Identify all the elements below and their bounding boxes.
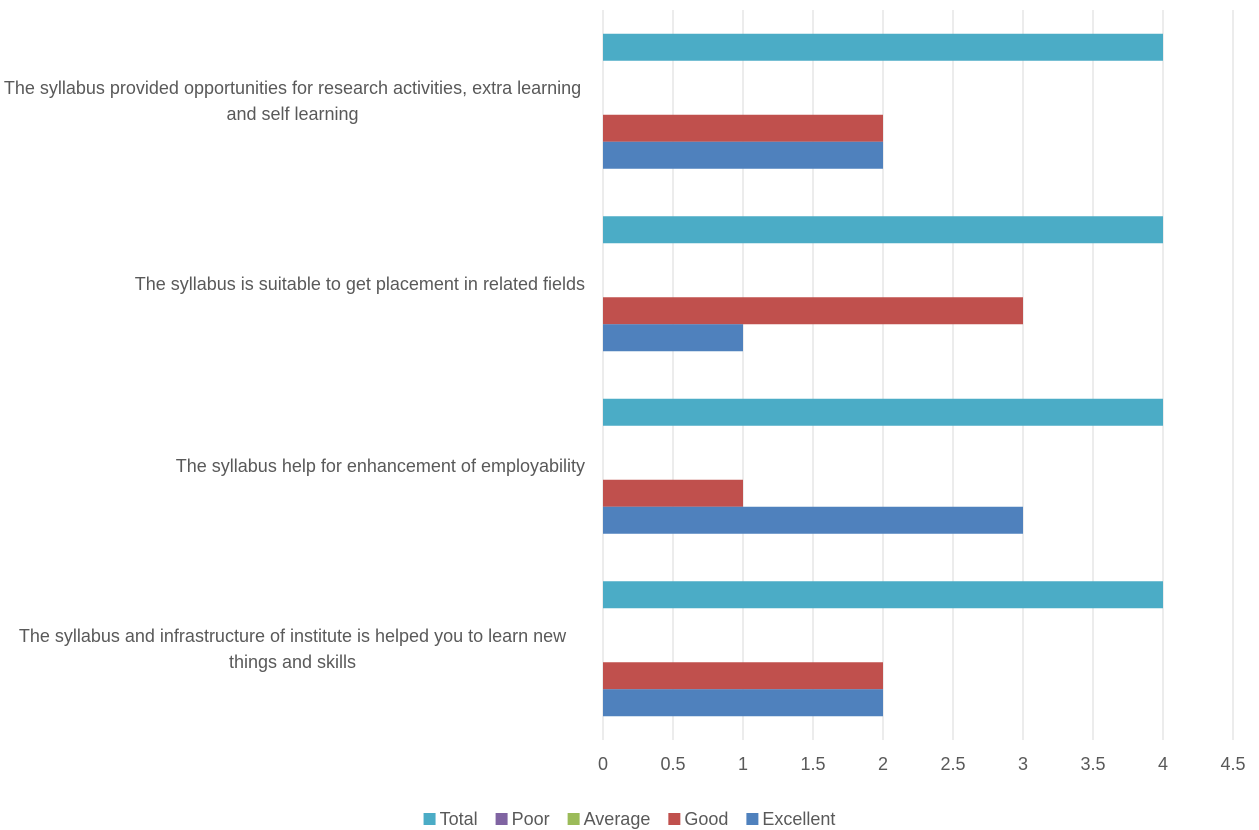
legend-swatch [746, 813, 759, 825]
bar [603, 141, 883, 169]
bar [603, 33, 1163, 61]
legend-label: Good [684, 809, 728, 829]
y-tick-label: The syllabus and infrastructure of insti… [18, 625, 567, 672]
legend-label: Excellent [762, 809, 835, 829]
x-tick-label: 1.5 [800, 754, 825, 774]
x-tick-label: 2.5 [940, 754, 965, 774]
y-tick-label: The syllabus help for enhancement of emp… [175, 456, 585, 477]
bar [603, 479, 743, 507]
bar [603, 581, 1163, 609]
bar [603, 398, 1163, 426]
x-tick-label: 3.5 [1080, 754, 1105, 774]
bar [603, 324, 743, 352]
x-tick-label: 4.5 [1220, 754, 1245, 774]
y-tick-label: The syllabus provided opportunities for … [3, 78, 582, 125]
x-tick-label: 2 [878, 754, 888, 774]
legend-swatch [423, 813, 436, 825]
legend-swatch [567, 813, 580, 825]
bar [603, 689, 883, 717]
x-tick-label: 0 [598, 754, 608, 774]
bar [603, 114, 883, 142]
bar [603, 297, 1023, 325]
bar [603, 216, 1163, 244]
bar [603, 662, 883, 690]
x-tick-label: 0.5 [660, 754, 685, 774]
bar [603, 506, 1023, 534]
x-tick-label: 1 [738, 754, 748, 774]
legend-swatch [668, 813, 681, 825]
legend-label: Average [584, 809, 651, 829]
legend-label: Total [440, 809, 478, 829]
x-tick-label: 4 [1158, 754, 1168, 774]
legend-swatch [495, 813, 508, 825]
legend-label: Poor [512, 809, 550, 829]
x-tick-label: 3 [1018, 754, 1028, 774]
y-tick-label: The syllabus is suitable to get placemen… [134, 273, 585, 294]
